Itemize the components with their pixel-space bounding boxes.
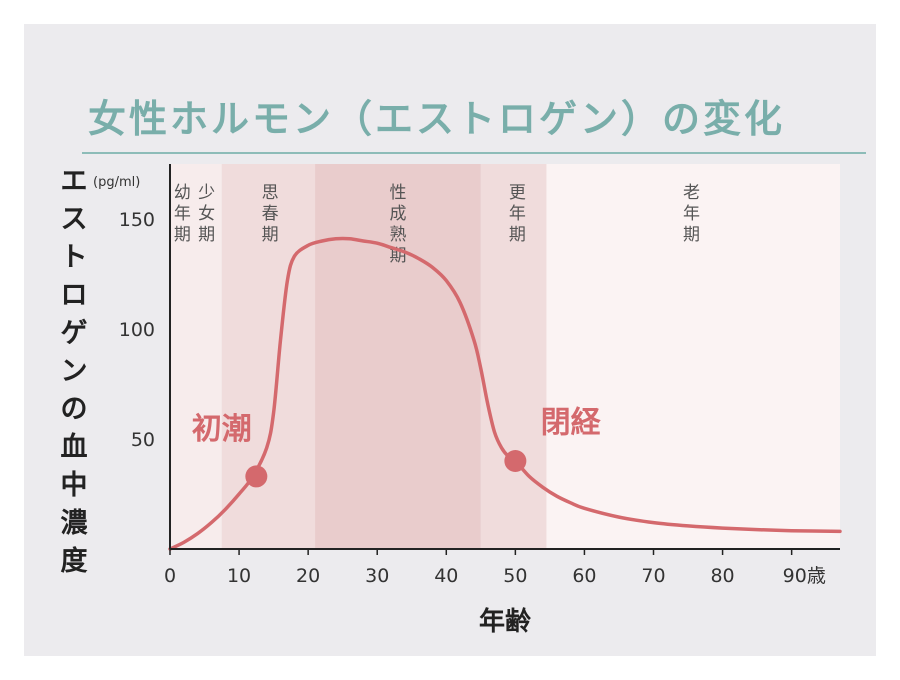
- stage-band: [315, 164, 481, 549]
- y-axis-label-char: エ: [61, 166, 88, 197]
- event-marker: [245, 465, 268, 488]
- stage-label: 幼年期: [174, 183, 191, 245]
- y-axis-label-char: ゲ: [61, 318, 88, 349]
- y-axis-label-char: 血: [61, 432, 88, 463]
- event-markers: 初潮 閉経: [192, 405, 602, 488]
- x-tick-label: 40: [434, 565, 458, 587]
- x-tick-label: 10: [227, 565, 251, 587]
- event-marker: [504, 450, 527, 472]
- x-tick-label: 50: [503, 565, 527, 587]
- event-label: 初潮: [192, 412, 252, 447]
- y-axis-label-char: ス: [61, 204, 88, 235]
- stage-band: [480, 164, 547, 549]
- y-tick-label: 150: [119, 209, 155, 231]
- stage-label: 少女期: [198, 183, 215, 245]
- x-tick-label: 90歳: [783, 565, 826, 587]
- x-tick-label: 30: [365, 565, 389, 587]
- y-axis-unit: (pg/ml): [93, 175, 140, 190]
- stage-band: [221, 164, 316, 549]
- y-axis-label-char: の: [61, 394, 88, 425]
- stage-band: [170, 164, 222, 549]
- x-tick-label: 0: [164, 565, 176, 587]
- x-tick-label: 20: [296, 565, 320, 587]
- stage-label: 更年期: [509, 183, 526, 245]
- y-axis-label-char: ン: [61, 356, 88, 387]
- y-axis-label-char: ト: [61, 242, 88, 273]
- x-tick-label: 80: [710, 565, 734, 587]
- y-axis-label-char: 中: [61, 470, 88, 501]
- title-underline: [82, 152, 866, 154]
- x-tick-label: 70: [641, 565, 665, 587]
- y-axis-label-char: 度: [61, 545, 88, 577]
- stage-label: 思春期: [262, 183, 279, 245]
- y-axis-label-char: 濃: [61, 508, 89, 539]
- y-tick-label: 100: [119, 319, 155, 341]
- stage-label: 老年期: [683, 183, 700, 245]
- y-axis-label-char: ロ: [61, 280, 88, 311]
- event-label: 閉経: [541, 405, 602, 440]
- stage-band: [546, 164, 840, 549]
- x-tick-label: 60: [572, 565, 596, 587]
- chart-title: 女性ホルモン（エストロゲン）の変化: [88, 97, 786, 141]
- axes: 0 10 20 30 40 50 60 70 80 90歳 50 100 150: [119, 164, 840, 587]
- stage-label: 性成熟期: [389, 183, 406, 266]
- x-axis-label: 年齢: [479, 606, 532, 637]
- y-tick-label: 50: [131, 429, 155, 451]
- life-stage-bands: [170, 164, 840, 549]
- estrogen-curve: [168, 236, 842, 551]
